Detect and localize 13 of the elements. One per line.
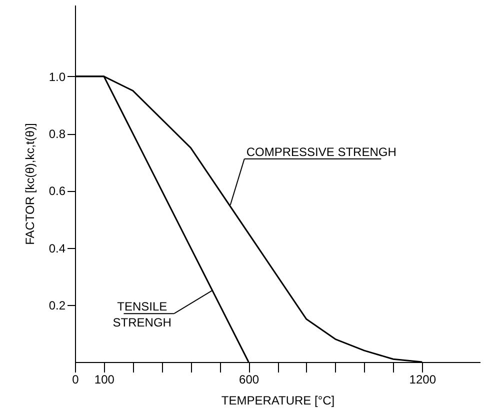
- y-tick-label: 0.6: [48, 184, 66, 198]
- annotation: TENSILE STRENGH: [112, 300, 172, 330]
- y-axis-title: FACTOR [kc(θ),kc,t(θ)]: [22, 123, 37, 245]
- x-tick-label: 1200: [409, 372, 436, 386]
- y-tick-label: 0.4: [48, 241, 66, 256]
- y-tick-label: 0.8: [48, 127, 66, 142]
- y-tick-label: 1.0: [48, 70, 66, 84]
- x-tick-label: 0: [72, 372, 80, 386]
- annotation: COMPRESSIVE STRENGH: [246, 144, 396, 159]
- x-tick-label: 100: [94, 372, 115, 386]
- x-axis-title: TEMPERATURE [°C]: [221, 394, 335, 408]
- y-tick-label: 0.2: [48, 298, 66, 312]
- x-tick-label: 600: [239, 372, 260, 386]
